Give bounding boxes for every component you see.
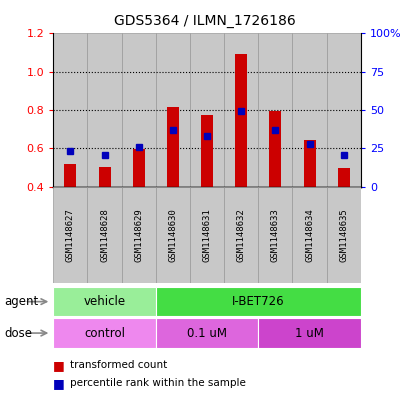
Text: GSM1148632: GSM1148632 xyxy=(236,208,245,262)
FancyBboxPatch shape xyxy=(53,287,155,316)
Text: 0.1 uM: 0.1 uM xyxy=(187,327,227,340)
Bar xyxy=(303,140,315,187)
Bar xyxy=(166,107,178,187)
Text: ■: ■ xyxy=(53,376,65,390)
Text: transformed count: transformed count xyxy=(70,360,166,371)
Bar xyxy=(64,163,76,187)
Text: ■: ■ xyxy=(53,359,65,372)
Text: GSM1148631: GSM1148631 xyxy=(202,208,211,262)
Text: GSM1148628: GSM1148628 xyxy=(100,208,109,262)
Bar xyxy=(121,33,155,187)
FancyBboxPatch shape xyxy=(189,187,224,283)
Bar xyxy=(189,33,224,187)
FancyBboxPatch shape xyxy=(87,187,121,283)
Bar xyxy=(326,33,360,187)
Text: GDS5364 / ILMN_1726186: GDS5364 / ILMN_1726186 xyxy=(114,14,295,28)
FancyBboxPatch shape xyxy=(121,187,155,283)
Bar xyxy=(155,33,189,187)
FancyBboxPatch shape xyxy=(155,318,258,348)
Bar xyxy=(292,33,326,187)
Bar xyxy=(133,149,144,187)
FancyBboxPatch shape xyxy=(155,187,189,283)
Bar xyxy=(98,167,110,187)
Text: I-BET726: I-BET726 xyxy=(231,295,284,308)
FancyBboxPatch shape xyxy=(258,187,292,283)
Text: agent: agent xyxy=(4,295,38,308)
Bar xyxy=(269,111,281,187)
Text: GSM1148635: GSM1148635 xyxy=(338,208,347,262)
Bar xyxy=(337,169,349,187)
Text: vehicle: vehicle xyxy=(83,295,125,308)
Text: GSM1148629: GSM1148629 xyxy=(134,208,143,262)
Text: percentile rank within the sample: percentile rank within the sample xyxy=(70,378,245,388)
Text: dose: dose xyxy=(4,327,32,340)
FancyBboxPatch shape xyxy=(155,287,360,316)
Text: GSM1148630: GSM1148630 xyxy=(168,208,177,262)
FancyBboxPatch shape xyxy=(53,187,87,283)
FancyBboxPatch shape xyxy=(292,187,326,283)
Bar xyxy=(200,115,213,187)
Text: GSM1148633: GSM1148633 xyxy=(270,208,279,262)
FancyBboxPatch shape xyxy=(258,318,360,348)
Bar xyxy=(224,33,258,187)
FancyBboxPatch shape xyxy=(326,187,360,283)
Bar xyxy=(53,33,87,187)
Text: control: control xyxy=(84,327,125,340)
Bar xyxy=(235,53,247,187)
Text: GSM1148634: GSM1148634 xyxy=(304,208,313,262)
Bar xyxy=(87,33,121,187)
FancyBboxPatch shape xyxy=(53,318,155,348)
Text: 1 uM: 1 uM xyxy=(294,327,323,340)
Text: GSM1148627: GSM1148627 xyxy=(66,208,75,262)
Bar xyxy=(258,33,292,187)
FancyBboxPatch shape xyxy=(224,187,258,283)
